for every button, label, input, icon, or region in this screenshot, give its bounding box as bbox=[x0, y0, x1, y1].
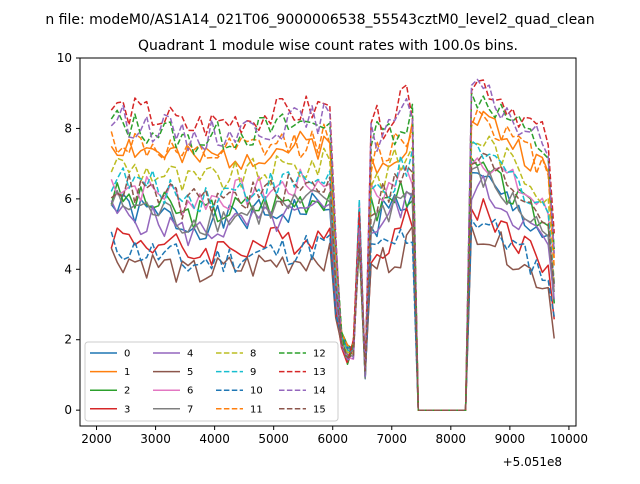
x-tick-label: 7000 bbox=[376, 432, 407, 446]
legend-label-13: 13 bbox=[313, 367, 326, 378]
legend-label-11: 11 bbox=[250, 404, 263, 415]
y-tick-label: 6 bbox=[64, 192, 72, 206]
y-tick-label: 10 bbox=[57, 51, 72, 65]
series-line-4 bbox=[110, 174, 555, 411]
y-tick-label: 0 bbox=[64, 403, 72, 417]
figure-suptitle: n file: modeM0/AS1A14_021T06_9000006538_… bbox=[45, 12, 594, 28]
series-line-3 bbox=[110, 198, 555, 411]
legend-label-9: 9 bbox=[250, 367, 256, 378]
x-tick-label: 4000 bbox=[199, 432, 230, 446]
y-tick-label: 4 bbox=[64, 262, 72, 276]
legend-label-2: 2 bbox=[124, 386, 130, 397]
series-line-1 bbox=[110, 110, 555, 411]
x-tick-label: 8000 bbox=[436, 432, 467, 446]
legend-label-7: 7 bbox=[187, 404, 193, 415]
series-line-9 bbox=[110, 140, 555, 411]
legend-label-3: 3 bbox=[124, 404, 130, 415]
legend-label-15: 15 bbox=[313, 404, 326, 415]
series-line-11 bbox=[110, 108, 555, 411]
plot-lines bbox=[110, 78, 555, 411]
x-tick-label: 5000 bbox=[258, 432, 289, 446]
series-line-8 bbox=[110, 135, 555, 411]
x-offset-label: +5.051e8 bbox=[503, 455, 562, 469]
chart-title: Quadrant 1 module wise count rates with … bbox=[138, 38, 518, 54]
legend-label-0: 0 bbox=[124, 349, 130, 360]
axes-frame bbox=[79, 57, 577, 427]
series-line-5 bbox=[110, 225, 555, 411]
series-line-12 bbox=[110, 92, 555, 411]
x-tick-label: 10000 bbox=[550, 432, 588, 446]
legend-label-1: 1 bbox=[124, 367, 130, 378]
x-tick-label: 6000 bbox=[317, 432, 348, 446]
x-tick-label: 9000 bbox=[495, 432, 526, 446]
legend-label-14: 14 bbox=[313, 386, 326, 397]
legend-box bbox=[84, 341, 339, 422]
legend-label-10: 10 bbox=[250, 386, 263, 397]
series-line-13 bbox=[110, 79, 555, 411]
y-tick-label: 8 bbox=[64, 121, 72, 135]
legend-label-4: 4 bbox=[187, 349, 193, 360]
series-line-7 bbox=[110, 165, 555, 411]
axis-ticks: 2000 3000 4000 5000 6000 7000 8000 9000 10000 0 2 4… bbox=[57, 51, 588, 446]
series-line-2 bbox=[110, 157, 555, 411]
legend-label-8: 8 bbox=[250, 349, 256, 360]
x-tick-label: 3000 bbox=[140, 432, 171, 446]
legend-label-12: 12 bbox=[313, 349, 326, 360]
series-line-10 bbox=[110, 214, 555, 411]
legend-label-5: 5 bbox=[187, 367, 193, 378]
legend-label-6: 6 bbox=[187, 386, 193, 397]
y-tick-label: 2 bbox=[64, 333, 72, 347]
x-tick-label: 2000 bbox=[81, 432, 112, 446]
series-line-15 bbox=[110, 152, 555, 411]
